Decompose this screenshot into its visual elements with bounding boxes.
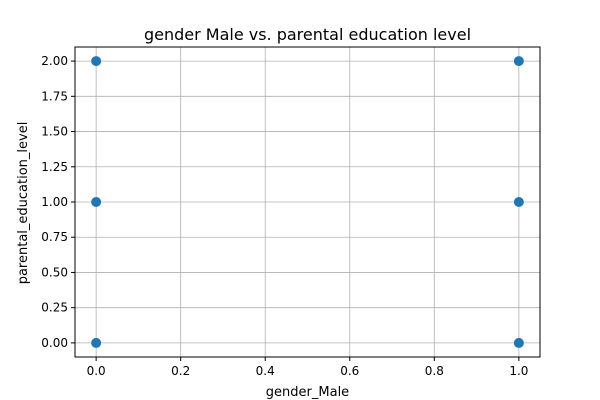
scatter-point — [513, 197, 524, 207]
x-tick-label: 0.8 — [425, 364, 444, 378]
y-tick-label: 1.25 — [41, 160, 68, 174]
plot-frame — [74, 46, 541, 358]
x-axis-label: gender_Male — [266, 385, 349, 400]
scatter-point — [513, 56, 524, 67]
y-tick-label: 0.50 — [41, 265, 68, 279]
x-tick-label: 0.2 — [171, 364, 190, 378]
y-axis-label: parental_education_level — [16, 122, 31, 285]
point-layer — [91, 56, 524, 348]
chart-title: gender Male vs. parental education level — [144, 25, 471, 44]
y-tick-label: 0.25 — [41, 301, 68, 315]
scatter-point — [513, 337, 524, 348]
y-tick-label: 1.00 — [41, 195, 68, 209]
x-tick-label: 1.0 — [509, 364, 528, 378]
tick-layer: 0.0 0.2 0.4 0.6 0.8 1.0 0.00 0.25 0.50 0.75 1.00 1.… — [41, 54, 528, 378]
y-tick-label: 0.00 — [41, 336, 68, 350]
y-tick-label: 0.75 — [41, 230, 68, 244]
scatter-point — [91, 197, 102, 207]
y-tick-label: 1.50 — [41, 125, 68, 139]
y-tick-label: 1.75 — [41, 89, 68, 103]
scatter-point — [91, 337, 102, 348]
x-tick-label: 0.0 — [87, 364, 106, 378]
y-tick-label: 2.00 — [41, 54, 68, 68]
scatter-point — [91, 56, 102, 67]
x-tick-label: 0.4 — [256, 364, 275, 378]
x-tick-label: 0.6 — [340, 364, 359, 378]
